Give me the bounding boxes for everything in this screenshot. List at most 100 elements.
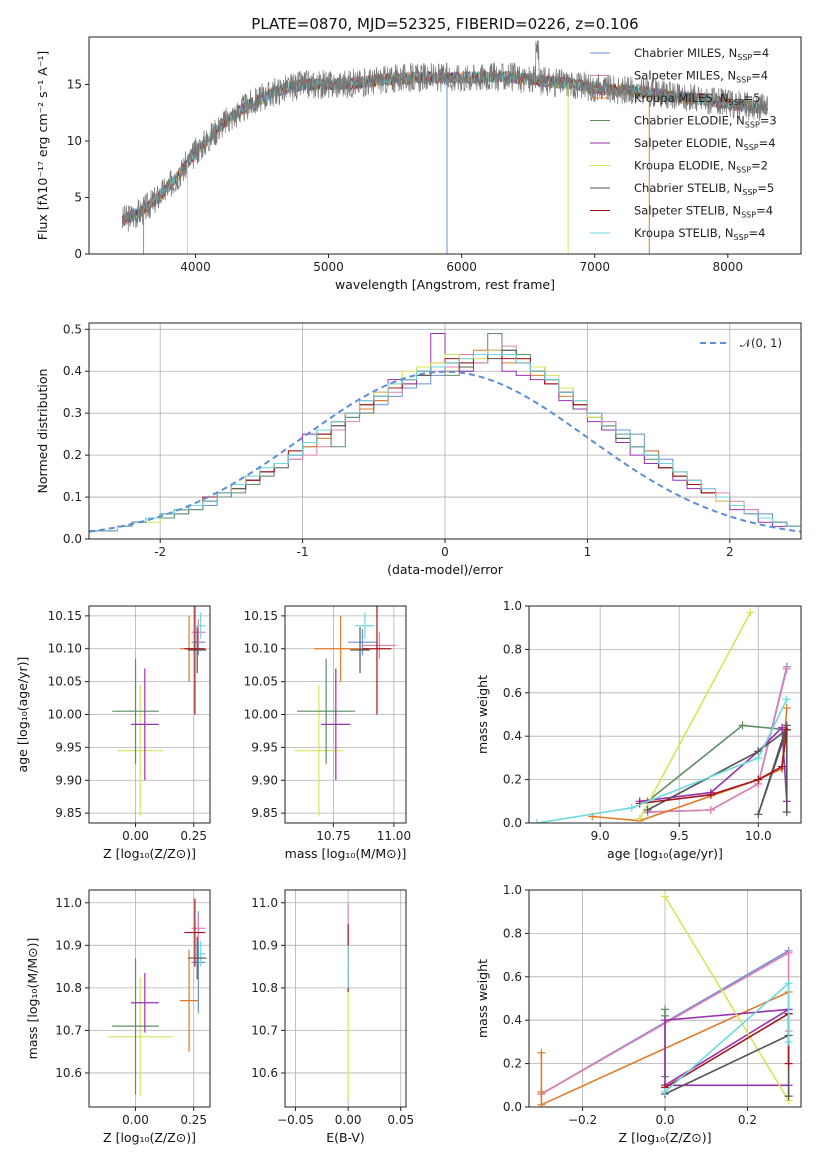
legend-entry-count: 4 [768, 136, 775, 150]
age-vs-metallicity-panel: 0.00 0.25 9.85 9.90 9.95 10.00 10.05 10.10 10.15… [15, 605, 211, 861]
y-tick-label: 10.9 [55, 938, 82, 952]
x-tick-label: 7000 [579, 260, 610, 274]
errorbar-group [294, 606, 397, 817]
x-tick-label: 6000 [446, 260, 477, 274]
y-axis-label: age [log₁₀(age/yr)] [15, 657, 30, 773]
y-tick-label: 10.15 [244, 609, 278, 623]
y-tick-label: 0.3 [63, 406, 82, 420]
legend-entry: Chabrier MILES, NSSP=4 [634, 46, 769, 62]
y-tick-label: 10.6 [251, 1066, 278, 1080]
y-tick-label: 0 [74, 247, 82, 261]
axes-frame [284, 605, 407, 824]
x-tick-label: 0.05 [387, 1113, 414, 1127]
legend-entry: 𝒩(0, 1) [740, 336, 782, 350]
legend-entry-eq: = [744, 91, 754, 105]
weight-vs-age-panel: 9.0 9.5 10.0 0.0 0.2 0.4 0.6 0.8 1.0 age [log₁₀(a… [475, 599, 802, 861]
y-tick-label: 11.0 [55, 896, 82, 910]
legend-entry-count: 5 [767, 181, 774, 195]
x-tick-label: 0.00 [335, 1113, 362, 1127]
x-tick-label: -1 [297, 545, 309, 559]
x-tick-label: 2 [726, 545, 734, 559]
legend-entry-sub: SSP [729, 98, 744, 107]
y-tick-label: 10.8 [251, 981, 278, 995]
y-tick-label: 9.85 [55, 806, 82, 820]
x-tick-label: 10.0 [745, 829, 772, 843]
y-tick-label: 0.8 [503, 926, 522, 940]
y-axis-label: Normed distribution [35, 369, 50, 494]
x-tick-label: 0.00 [122, 829, 149, 843]
x-tick-label: 0.0 [655, 1113, 674, 1127]
y-tick-label: 1.0 [503, 883, 522, 897]
legend-entry-count: 3 [769, 114, 776, 128]
y-tick-label: 10.10 [244, 642, 278, 656]
spectrum-lines [121, 40, 768, 254]
axes-frame [88, 605, 211, 824]
x-tick-label: 1 [584, 545, 592, 559]
normal-reference-curve [89, 370, 801, 533]
y-tick-label: 9.85 [251, 806, 278, 820]
axes-frame [528, 605, 802, 824]
legend-entry-sub: SSP [744, 143, 759, 152]
weight-line [638, 612, 752, 820]
legend-entry-eq: = [756, 204, 766, 218]
legend-entry-sub: SSP [745, 121, 760, 130]
legend-entry: Kroupa ELODIE, NSSP=2 [634, 159, 768, 175]
y-tick-label: 0.4 [503, 729, 522, 743]
mass-vs-metallicity-panel: 0.00 0.25 10.6 10.7 10.8 10.9 11.0 Z [log₁₀(Z/Z… [25, 889, 211, 1145]
x-tick-label: 8000 [713, 260, 744, 274]
axes-frame [88, 322, 802, 540]
y-tick-label: 10.6 [55, 1066, 82, 1080]
legend-entry-eq: = [751, 159, 761, 173]
legend-entry-name: Salpeter STELIB, N [634, 204, 741, 218]
legend-entry-count: 4 [762, 46, 769, 60]
legend-entry-eq: = [759, 136, 769, 150]
weight-lines [532, 608, 791, 823]
legend-entry-sub: SSP [736, 76, 751, 85]
weight-line [664, 1013, 790, 1097]
x-tick-label: 0.25 [180, 1113, 207, 1127]
y-tick-label: 9.95 [55, 740, 82, 754]
y-tick-label: 9.90 [55, 773, 82, 787]
chart-title: PLATE=0870, MJD=52325, FIBERID=0226, z=0… [251, 15, 638, 33]
y-tick-label: 15 [67, 77, 82, 91]
spectrum-panel: 4000 5000 6000 7000 8000 0 5 10 15 wavelength [An… [35, 15, 802, 292]
x-tick-label: −0.05 [277, 1113, 314, 1127]
y-tick-label: 0.2 [503, 1057, 522, 1071]
x-axis-label: mass [log₁₀(M/M⊙)] [285, 846, 407, 861]
legend-entry: Kroupa MILES, NSSP=5 [634, 91, 761, 107]
y-tick-label: 10.00 [48, 708, 82, 722]
x-tick-label: 0.25 [180, 829, 207, 843]
legend-entry-sub: SSP [737, 53, 752, 62]
legend-entry: Chabrier STELIB, NSSP=5 [634, 181, 774, 197]
legend-entry: Salpeter MILES, NSSP=4 [634, 69, 768, 85]
x-tick-label: 5000 [313, 260, 344, 274]
y-axis-label: Flux [fλ10⁻¹⁷ erg cm⁻² s⁻¹ A⁻¹] [35, 51, 50, 240]
x-tick-label: 9.5 [670, 829, 689, 843]
legend-entry-count: 2 [761, 159, 768, 173]
age-vs-mass-panel: 10.75 11.00 9.85 9.90 9.95 10.00 10.05 10.10 10.… [244, 605, 411, 861]
y-tick-label: 10.15 [48, 609, 82, 623]
y-tick-label: 0.6 [503, 970, 522, 984]
legend-entry-eq: = [760, 114, 770, 128]
x-axis-label: (data-model)/error [387, 562, 504, 577]
axes-frame [284, 889, 407, 1108]
y-tick-label: 1.0 [503, 599, 522, 613]
x-tick-label: 10.75 [316, 829, 350, 843]
legend-entry-name: Chabrier MILES, N [634, 46, 737, 60]
y-tick-label: 10.7 [55, 1023, 82, 1037]
legend-entry-name: Salpeter MILES, N [634, 69, 736, 83]
weight-vs-metallicity-panel: −0.2 0.0 0.2 0.0 0.2 0.4 0.6 0.8 1.0 Z [log₁₀(Z/Z… [475, 883, 802, 1145]
y-tick-label: 11.0 [251, 896, 278, 910]
legend-entry: Chabrier ELODIE, NSSP=3 [634, 114, 777, 130]
errorbar-group [112, 606, 207, 817]
legend-entry: Kroupa STELIB, NSSP=4 [634, 226, 766, 242]
x-tick-label: 11.00 [377, 829, 411, 843]
x-tick-label: 4000 [180, 260, 211, 274]
x-tick-label: 0.2 [738, 1113, 757, 1127]
x-tick-label: 0.00 [122, 1113, 149, 1127]
y-tick-label: 10.10 [48, 642, 82, 656]
y-tick-label: 10.05 [48, 675, 82, 689]
legend-entry-eq: = [751, 69, 761, 83]
legend-entry: Salpeter STELIB, NSSP=4 [634, 204, 773, 220]
y-axis-label: mass [log₁₀(M/M⊙)] [25, 938, 40, 1060]
